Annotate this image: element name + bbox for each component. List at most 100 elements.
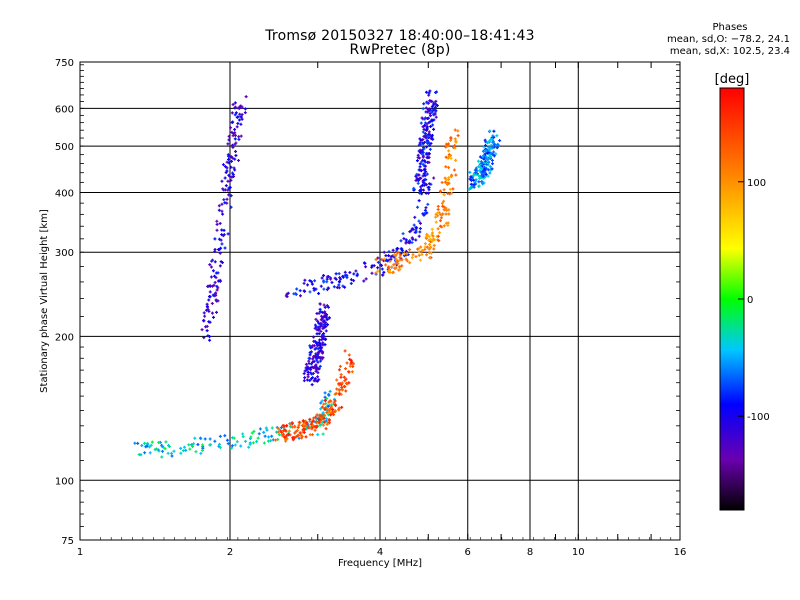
data-point: [426, 191, 430, 195]
data-point: [237, 118, 241, 122]
data-point: [309, 377, 313, 381]
data-point: [270, 426, 274, 430]
data-point: [411, 253, 415, 257]
data-point: [433, 102, 437, 106]
data-point: [382, 257, 386, 261]
data-point: [422, 102, 426, 106]
data-point: [305, 421, 309, 425]
data-point: [280, 430, 284, 434]
x-tick-label: 6: [465, 547, 471, 558]
data-point: [362, 261, 366, 265]
data-point: [145, 441, 149, 445]
data-point: [209, 265, 213, 269]
data-point: [423, 208, 427, 212]
data-point: [227, 134, 231, 138]
data-point: [230, 446, 234, 450]
data-point: [229, 165, 233, 169]
data-point: [341, 284, 345, 288]
data-point: [348, 271, 352, 275]
data-point: [382, 270, 386, 274]
data-point: [370, 271, 374, 275]
data-point: [339, 373, 343, 377]
data-point: [374, 271, 378, 275]
x-axis-title: Frequency [MHz]: [338, 558, 422, 569]
data-point: [440, 213, 444, 217]
data-point: [495, 134, 499, 138]
data-point: [468, 177, 472, 181]
data-point: [492, 129, 496, 133]
series-7: [467, 129, 502, 191]
data-point: [334, 391, 338, 395]
data-point: [321, 320, 325, 324]
data-point: [337, 392, 341, 396]
data-point: [313, 323, 317, 327]
data-point: [416, 181, 420, 185]
data-point: [391, 270, 395, 274]
x-tick-label: 4: [377, 547, 383, 558]
data-point: [417, 234, 421, 238]
data-point: [316, 371, 320, 375]
data-point: [484, 140, 488, 144]
data-point: [321, 411, 325, 415]
data-point: [231, 145, 235, 149]
data-point: [145, 444, 149, 448]
data-point: [317, 351, 321, 355]
data-point: [202, 311, 206, 315]
data-point: [328, 399, 332, 403]
data-point: [255, 440, 259, 444]
data-point: [407, 240, 411, 244]
data-point: [184, 448, 188, 452]
data-point: [239, 444, 243, 448]
data-point: [221, 163, 225, 167]
data-point: [325, 275, 329, 279]
data-point: [204, 308, 208, 312]
data-point: [323, 343, 327, 347]
data-point: [416, 247, 420, 251]
data-point: [298, 294, 302, 298]
data-point: [302, 425, 306, 429]
data-point: [417, 246, 421, 250]
data-point: [322, 413, 326, 417]
data-point: [428, 114, 432, 118]
data-point: [428, 143, 432, 147]
data-point: [412, 186, 416, 190]
data-point: [216, 299, 220, 303]
data-point: [303, 278, 307, 282]
data-point: [241, 432, 245, 436]
data-point: [236, 121, 240, 125]
data-point: [320, 338, 324, 342]
data-point: [484, 156, 488, 160]
data-point: [213, 280, 217, 284]
data-point: [417, 219, 421, 223]
data-point: [310, 427, 314, 431]
data-point: [229, 194, 233, 198]
data-point: [317, 311, 321, 315]
data-point: [322, 337, 325, 341]
data-point: [214, 298, 218, 302]
data-point: [331, 407, 335, 411]
data-point: [315, 358, 319, 362]
data-point: [327, 392, 331, 396]
data-point: [225, 197, 229, 201]
data-point: [215, 219, 219, 223]
data-point: [334, 403, 338, 407]
data-point: [481, 182, 485, 186]
data-point: [355, 274, 359, 278]
data-point: [485, 162, 489, 166]
data-point: [438, 231, 442, 235]
data-point: [388, 259, 392, 263]
data-point: [408, 261, 412, 265]
data-point: [237, 137, 241, 141]
data-point: [432, 108, 436, 112]
data-point: [213, 439, 217, 443]
data-point: [325, 397, 329, 401]
data-point: [314, 346, 318, 350]
data-point: [471, 174, 475, 178]
data-point: [208, 284, 212, 288]
data-point: [354, 269, 358, 273]
data-point: [426, 202, 430, 206]
data-point: [468, 170, 472, 174]
data-point: [312, 335, 316, 339]
data-point: [311, 357, 315, 361]
data-point: [425, 211, 429, 215]
